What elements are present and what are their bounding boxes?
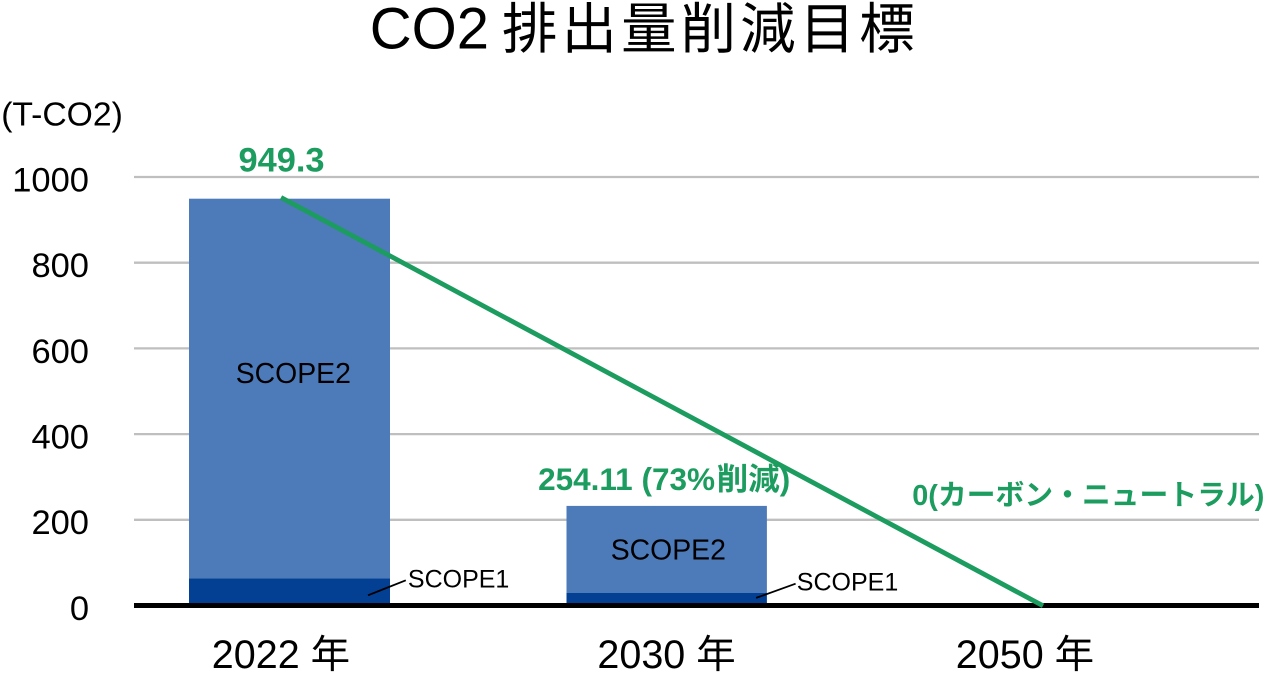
svg-text:949.3: 949.3 xyxy=(239,142,325,180)
svg-text:1000: 1000 xyxy=(12,161,89,199)
svg-text:(T-CO2): (T-CO2) xyxy=(1,95,123,133)
svg-text:SCOPE1: SCOPE1 xyxy=(408,565,509,593)
svg-text:2050: 2050 xyxy=(956,633,1044,677)
svg-text:0: 0 xyxy=(70,590,89,628)
svg-text:400: 400 xyxy=(31,419,89,457)
svg-text:200: 200 xyxy=(31,504,89,542)
svg-text:): ) xyxy=(780,461,791,497)
svg-text:800: 800 xyxy=(31,247,89,285)
svg-text:2030: 2030 xyxy=(597,633,685,677)
svg-text:SCOPE2: SCOPE2 xyxy=(236,358,351,390)
svg-text:SCOPE1: SCOPE1 xyxy=(797,568,898,596)
svg-text:): ) xyxy=(1255,480,1265,512)
svg-text:600: 600 xyxy=(31,333,89,371)
svg-text:2022: 2022 xyxy=(212,633,300,677)
svg-text:CO2: CO2 xyxy=(370,0,489,61)
svg-text:SCOPE2: SCOPE2 xyxy=(611,534,726,566)
svg-text:0(: 0( xyxy=(912,480,938,512)
svg-text:254.11 (73%: 254.11 (73% xyxy=(538,461,715,497)
